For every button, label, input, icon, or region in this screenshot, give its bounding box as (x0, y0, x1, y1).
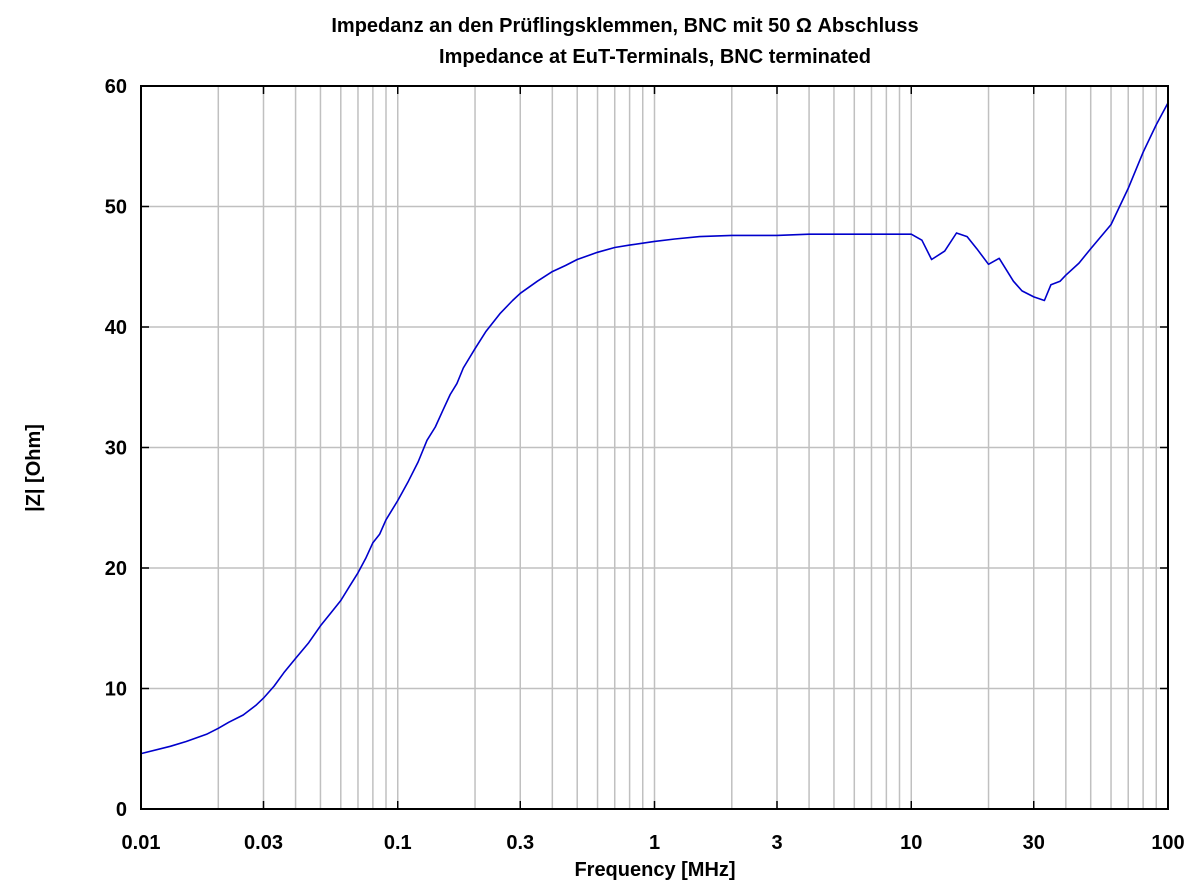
y-tick-label: 0 (116, 799, 127, 821)
y-tick-label: 50 (105, 197, 127, 219)
y-tick-label: 20 (105, 558, 127, 580)
y-tick-label: 10 (105, 679, 127, 701)
tick-labels: 0.01 0.03 0.1 0.3 1 3 10 30 100 0 10 20 30 40 50 60 (105, 76, 1185, 854)
y-axis-label: |Z| [Ohm] (23, 424, 45, 512)
x-tick-label: 0.03 (244, 832, 283, 854)
data-layer (140, 102, 1169, 755)
x-tick-label: 0.3 (506, 832, 534, 854)
y-tick-label: 40 (105, 317, 127, 339)
x-tick-label: 100 (1151, 832, 1184, 854)
grid-layer (141, 86, 1168, 809)
impedance-line (140, 102, 1169, 755)
x-tick-label: 0.1 (384, 832, 412, 854)
x-tick-label: 30 (1023, 832, 1045, 854)
y-tick-label: 30 (105, 438, 127, 460)
x-tick-label: 0.01 (122, 832, 161, 854)
x-tick-label: 1 (649, 832, 660, 854)
y-tick-label: 60 (105, 76, 127, 98)
chart-subtitle: Impedance at EuT-Terminals, BNC terminat… (439, 46, 871, 68)
x-axis-label: Frequency [MHz] (574, 859, 735, 881)
x-tick-label: 3 (771, 832, 782, 854)
x-tick-label: 10 (900, 832, 922, 854)
chart-title: Impedanz an den Prüflingsklemmen, BNC mi… (331, 15, 918, 37)
frame-layer (140, 85, 1169, 810)
